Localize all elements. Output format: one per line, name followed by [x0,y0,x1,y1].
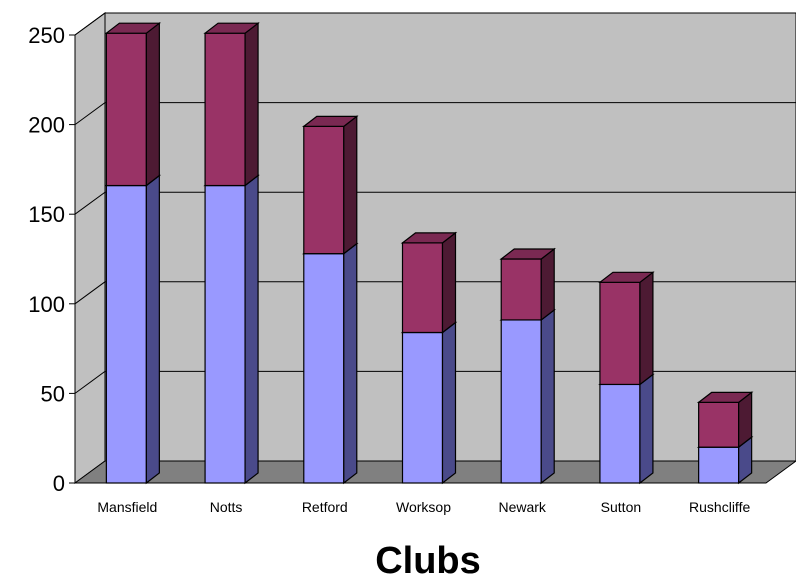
bar-segment-mansfield-series1 [104,174,162,485]
bar-side [540,308,555,485]
gridline [74,370,796,394]
bars [104,21,754,485]
y-tick-label: 100 [28,292,65,317]
bar-segment-sutton-series1 [598,373,655,485]
bar-segment-mansfield-series2 [104,21,162,187]
bar-top [400,232,458,244]
x-tick-label: Mansfield [97,499,157,515]
bar-front [401,331,444,484]
bar-front [204,184,246,484]
bar-segment-newark-series1 [499,308,556,485]
bar-front [204,32,246,187]
bar-segment-worksop-series2 [400,231,458,334]
bar-segment-worksop-series1 [400,321,458,485]
y-tick-label: 50 [41,381,65,406]
y-tick-labels: 0 50 100 150 200 250 [28,23,75,496]
bar-segment-retford-series2 [302,115,359,255]
bar-top [104,22,162,34]
bar-side [441,321,457,485]
y-tick-label: 150 [28,202,65,227]
bar-segment-notts-series1 [203,174,260,485]
bar-side [639,373,654,485]
bar-front [599,383,641,484]
bar-top [598,271,655,283]
bar-segment-retford-series1 [302,242,359,485]
bar-side [540,247,555,322]
bar-segment-rushcliffe-series2 [696,391,754,449]
bar-segment-sutton-series2 [598,271,655,386]
bar-top [203,22,260,34]
x-tick-label: Worksop [396,499,451,515]
bar-front [401,242,444,334]
x-tick-label: Retford [302,499,348,515]
bar-front [500,319,542,484]
bar-front [105,32,147,187]
bar-side [145,21,160,187]
gridline [74,281,796,305]
bar-side [244,21,259,187]
y-tick-label: 250 [28,23,65,48]
side-wall [74,12,106,484]
bar-segment-newark-series2 [499,247,556,322]
gridlines [74,12,796,394]
bar-front [105,184,147,484]
bar-side [343,242,358,485]
bar-side [145,174,160,485]
x-tick-labels: Mansfield Notts Retford Worksop Newark Sutton… [97,499,750,515]
x-tick-label: Newark [498,499,546,515]
gridline [74,12,796,36]
bar-side [639,271,654,386]
bar-top [499,248,556,260]
bar-top [302,115,359,127]
x-axis-title: Clubs [375,540,481,577]
bar-front [698,446,740,484]
bar-side [244,174,259,485]
gridline [74,102,796,126]
bar-front [303,253,345,484]
gridline [74,191,796,215]
x-tick-label: Sutton [601,499,641,515]
bar-front [303,125,345,255]
bar-side [343,115,358,255]
x-tick-label: Notts [210,499,243,515]
y-tick-label: 0 [53,471,65,496]
y-tick-label: 200 [28,113,65,138]
bar-front [698,401,740,448]
bar-top [696,391,754,403]
bar-side [441,231,457,334]
bar-segment-notts-series2 [203,21,260,187]
bar-front [500,258,542,321]
x-tick-label: Rushcliffe [689,499,750,515]
bar-front [599,281,641,386]
